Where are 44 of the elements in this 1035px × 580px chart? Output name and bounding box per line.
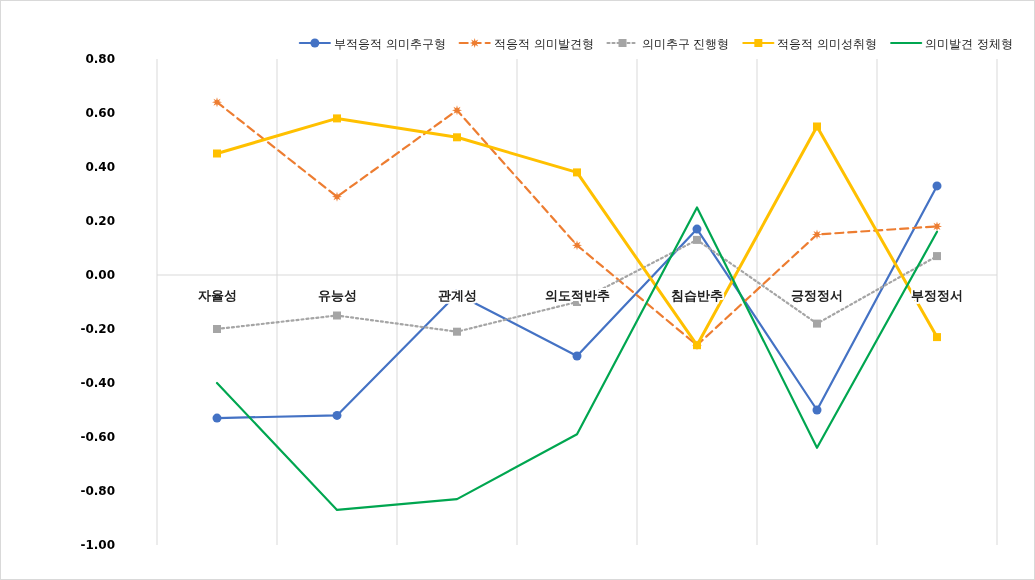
point xyxy=(333,311,341,320)
x-tick-label: 침습반추 xyxy=(671,288,723,303)
point xyxy=(572,240,582,251)
point xyxy=(813,122,821,131)
y-tick-label: -0.60 xyxy=(80,430,115,444)
point xyxy=(332,410,342,420)
point xyxy=(812,405,822,415)
legend-label: 적응적 의미성취형 xyxy=(777,36,878,51)
point xyxy=(332,191,342,202)
y-tick-label: 0.40 xyxy=(85,160,115,174)
point xyxy=(692,224,702,234)
point xyxy=(933,333,941,342)
point xyxy=(693,235,701,244)
x-tick-label: 유능성 xyxy=(317,288,357,303)
point xyxy=(813,319,821,328)
legend-label: 의미발견 정체형 xyxy=(925,36,1013,51)
legend-label: 적응적 의미발견형 xyxy=(493,36,594,51)
point xyxy=(932,221,942,232)
y-tick-label: 0.60 xyxy=(85,106,115,120)
point xyxy=(213,149,221,158)
x-tick-label: 의도적반추 xyxy=(544,288,610,303)
point xyxy=(213,325,221,333)
y-tick-label: -0.40 xyxy=(80,376,115,390)
point xyxy=(573,168,581,177)
point xyxy=(452,105,462,116)
point xyxy=(333,114,341,123)
x-tick-label: 긍정정서 xyxy=(791,288,843,303)
y-tick-label: 0.00 xyxy=(85,268,115,282)
legend-label: 의미추구 진행형 xyxy=(641,36,730,51)
x-tick-label: 자율성 xyxy=(197,288,237,303)
point xyxy=(932,181,942,191)
point xyxy=(453,133,461,142)
legend-label: 부적응적 의미추구형 xyxy=(333,36,446,51)
point xyxy=(212,97,222,108)
y-tick-label: 0.20 xyxy=(85,214,115,228)
point xyxy=(453,327,461,336)
y-tick-label: -0.20 xyxy=(80,322,115,336)
point xyxy=(212,413,222,423)
point xyxy=(933,252,941,261)
y-tick-label: -1.00 xyxy=(80,538,115,552)
point xyxy=(572,351,582,361)
y-tick-label: -0.80 xyxy=(80,484,115,498)
y-tick-label: 0.80 xyxy=(85,52,115,66)
point xyxy=(812,229,822,240)
